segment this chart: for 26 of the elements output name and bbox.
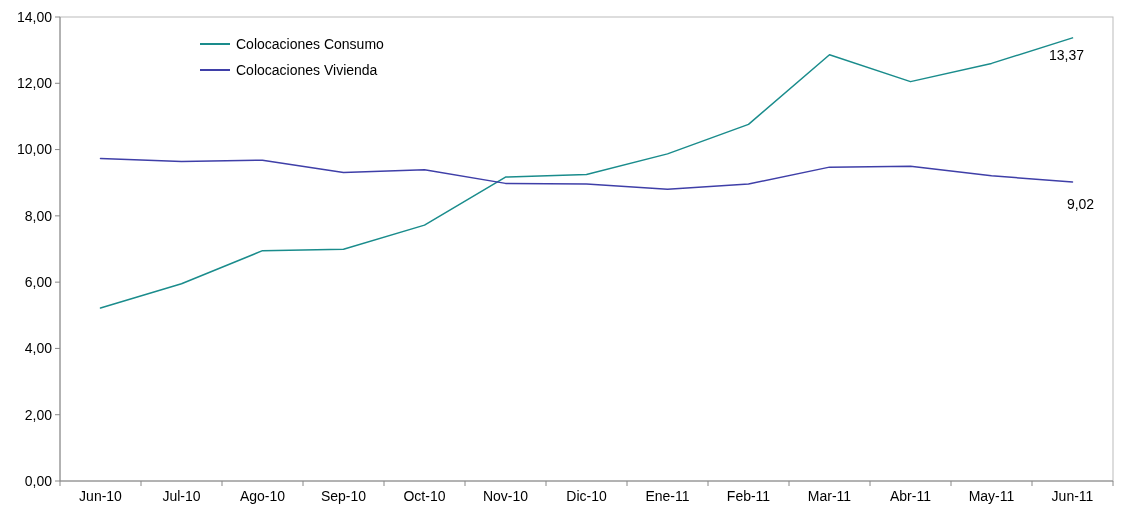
x-tick-label: Feb-11 — [726, 488, 771, 504]
line-series — [99, 157, 1074, 191]
x-tick-label: Abr-11 — [890, 488, 932, 504]
x-tick-label: Ene-11 — [645, 488, 690, 504]
y-tick-label: 2,00 — [24, 406, 53, 423]
x-tick-label: Ago-10 — [239, 488, 286, 504]
y-tick-label: 12,00 — [16, 75, 53, 92]
x-tick-label: Mar-11 — [807, 488, 852, 504]
x-tick-label: Jul-10 — [162, 488, 201, 504]
x-tick-label: Oct-10 — [403, 488, 446, 504]
y-tick-label: 8,00 — [24, 207, 53, 224]
x-tick-label: Sep-10 — [320, 488, 367, 504]
x-tick-label: May-11 — [968, 488, 1015, 504]
x-tick-label: Jun-11 — [1051, 488, 1094, 504]
x-tick-label: Dic-10 — [566, 488, 607, 504]
data-label: 9,02 — [1066, 196, 1095, 213]
y-tick-label: 0,00 — [24, 472, 53, 489]
y-tick-label: 6,00 — [24, 274, 53, 291]
y-tick-label: 10,00 — [16, 141, 53, 158]
x-tick-label: Jun-10 — [79, 488, 123, 504]
legend-label: Colocaciones Consumo — [236, 35, 385, 52]
y-tick-label: 14,00 — [16, 8, 53, 25]
legend-label: Colocaciones Vivienda — [236, 61, 378, 78]
x-tick-label: Nov-10 — [482, 488, 529, 504]
y-tick-label: 4,00 — [24, 340, 53, 357]
data-label: 13,37 — [1048, 46, 1085, 63]
